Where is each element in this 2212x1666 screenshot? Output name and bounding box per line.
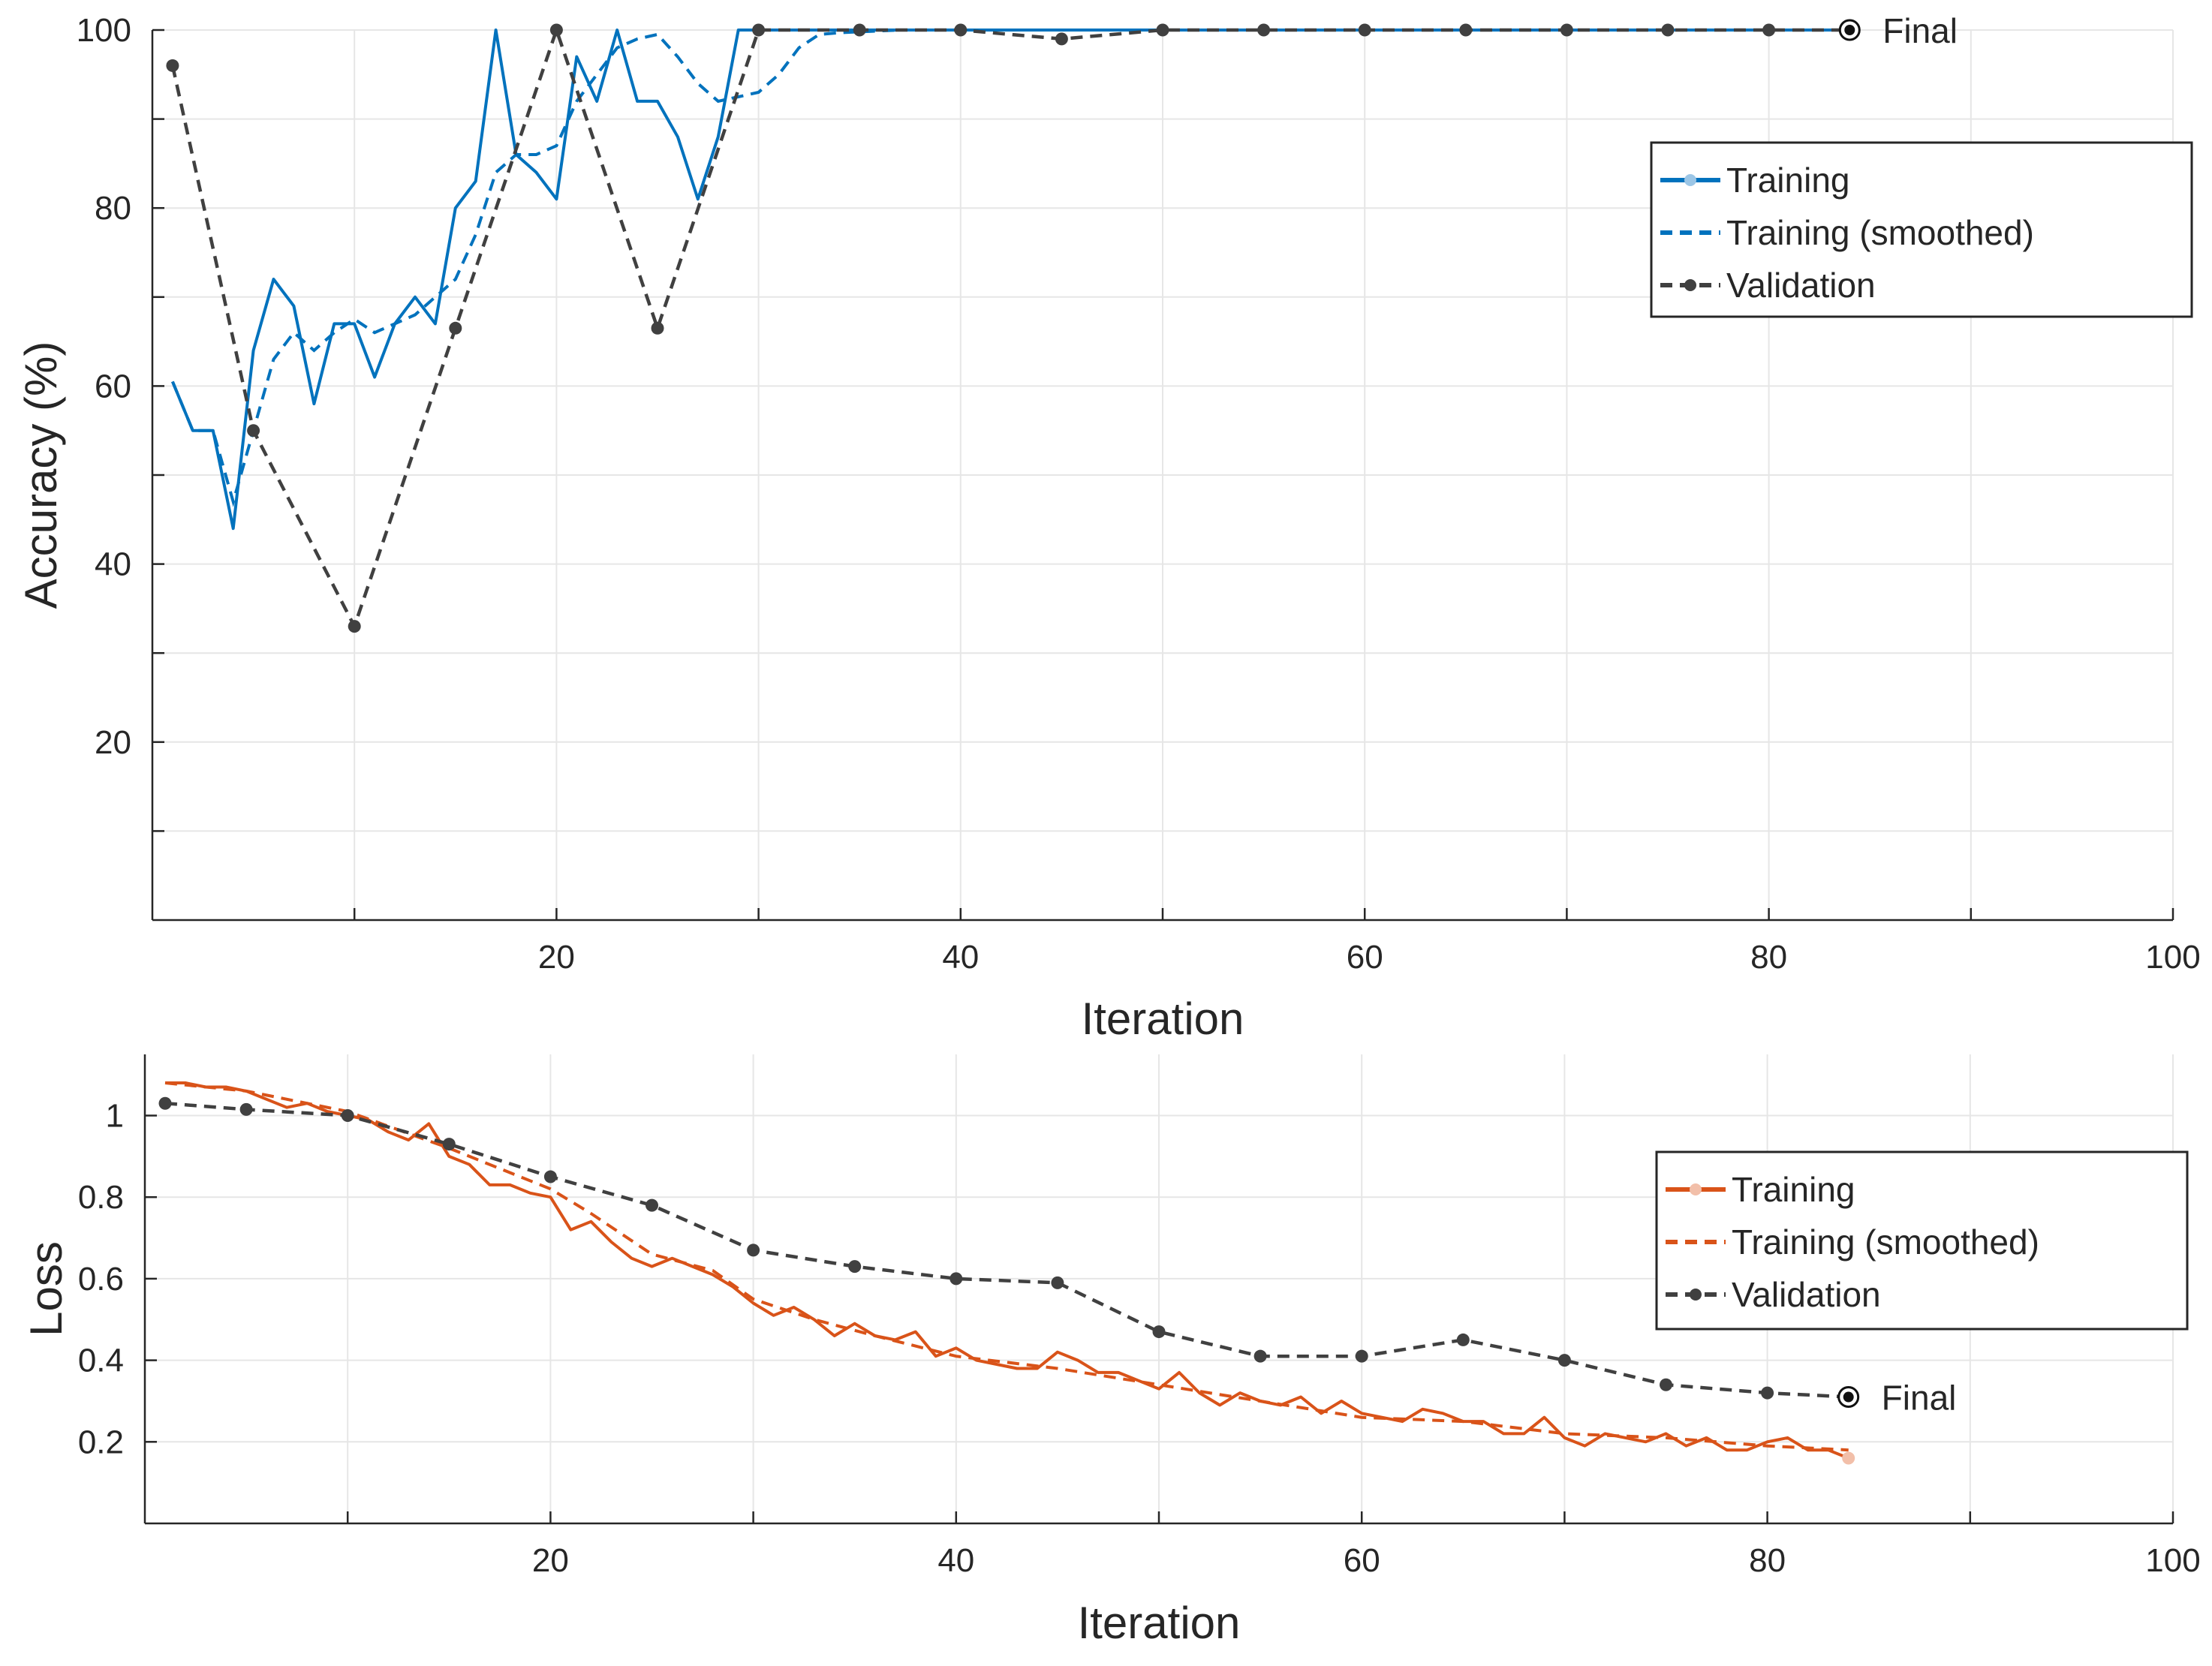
accuracy-y-tick-label: 60 xyxy=(95,368,131,404)
accuracy-validation-line xyxy=(170,24,1850,631)
loss-axes: 20 40 60 80 100 0.2 0.4 0.6 0.8 1 xyxy=(78,1054,2201,1579)
loss-validation-point xyxy=(1660,1378,1672,1391)
accuracy-x-tick-label: 60 xyxy=(1347,939,1383,976)
accuracy-validation-point xyxy=(348,620,361,633)
loss-legend-training-smoothed: Training (smoothed) xyxy=(1732,1222,2039,1262)
loss-y-tick-label: 0.6 xyxy=(78,1261,124,1298)
accuracy-validation-point xyxy=(1358,23,1371,37)
loss-legend-swatch-validation-marker xyxy=(1690,1289,1702,1301)
loss-validation-point xyxy=(442,1138,456,1151)
accuracy-legend-training: Training xyxy=(1726,161,1849,200)
accuracy-validation-point xyxy=(651,321,664,335)
loss-y-tick-label: 1 xyxy=(106,1098,124,1135)
loss-legend-validation: Validation xyxy=(1732,1275,1881,1314)
accuracy-validation-point xyxy=(549,23,563,37)
loss-validation-point xyxy=(1355,1349,1368,1363)
loss-legend-swatches xyxy=(1666,1183,1726,1301)
loss-final-label: Final xyxy=(1882,1379,1957,1418)
accuracy-validation-point xyxy=(449,321,462,335)
loss-y-tick-label: 0.2 xyxy=(78,1424,124,1460)
accuracy-y-axis-label: Accuracy (%) xyxy=(16,341,66,609)
loss-grid xyxy=(145,1054,2174,1523)
accuracy-validation-point xyxy=(853,23,866,37)
loss-training-line xyxy=(165,1081,1849,1460)
loss-y-axis-label: Loss xyxy=(21,1241,71,1337)
loss-legend: Training Training (smoothed) Validation xyxy=(1655,1150,2189,1331)
accuracy-validation-point xyxy=(954,23,968,37)
accuracy-x-tick-label: 40 xyxy=(942,939,979,976)
loss-validation-point xyxy=(239,1102,253,1116)
loss-validation-point xyxy=(747,1243,760,1257)
loss-validation-point xyxy=(341,1109,354,1123)
loss-validation-point xyxy=(646,1198,658,1212)
accuracy-x-axis-label: Iteration xyxy=(1082,994,1244,1044)
loss-x-axis-label: Iteration xyxy=(1078,1598,1241,1648)
accuracy-panel: 20 40 60 80 100 20 40 60 80 100 Accuracy (%) Iter… xyxy=(16,11,2201,1044)
loss-validation-point xyxy=(1051,1276,1064,1289)
loss-validation-line xyxy=(164,1101,1849,1399)
loss-validation-point xyxy=(848,1260,862,1274)
loss-x-tick-label: 60 xyxy=(1344,1542,1380,1579)
accuracy-validation-point xyxy=(166,59,179,72)
loss-training-end-point xyxy=(1842,1451,1855,1465)
accuracy-validation-point xyxy=(1257,23,1271,37)
accuracy-y-tick-label: 100 xyxy=(77,12,131,49)
accuracy-validation-point xyxy=(1661,23,1675,37)
loss-validation-point xyxy=(1253,1349,1267,1363)
accuracy-series xyxy=(166,23,1856,633)
loss-validation-point xyxy=(1557,1354,1571,1367)
accuracy-y-tick-label: 40 xyxy=(95,546,131,583)
loss-legend-box xyxy=(1655,1150,2189,1331)
accuracy-x-tick-label: 100 xyxy=(2145,939,2200,976)
accuracy-y-tick-label: 80 xyxy=(95,190,131,227)
loss-x-tick-label: 20 xyxy=(532,1542,569,1579)
accuracy-final-marker xyxy=(1838,19,1861,41)
loss-validation-point xyxy=(1761,1386,1774,1400)
loss-legend-swatch-training-marker xyxy=(1690,1183,1702,1195)
accuracy-validation-point xyxy=(1459,23,1473,37)
accuracy-validation-point xyxy=(247,424,260,438)
accuracy-x-tick-label: 20 xyxy=(538,939,575,976)
accuracy-legend-training-smoothed: Training (smoothed) xyxy=(1726,213,2034,252)
accuracy-validation-point xyxy=(1560,23,1573,37)
accuracy-final-dot xyxy=(1844,25,1855,35)
loss-series xyxy=(158,1081,1855,1465)
loss-y-tick-label: 0.4 xyxy=(78,1343,124,1379)
loss-validation-point xyxy=(543,1170,557,1183)
loss-legend-training: Training xyxy=(1732,1170,1855,1209)
loss-final-dot xyxy=(1843,1391,1854,1403)
loss-final-marker xyxy=(1837,1386,1860,1409)
accuracy-y-tick-label: 20 xyxy=(95,724,131,761)
loss-validation-point xyxy=(950,1272,963,1286)
accuracy-legend-swatch-training-marker xyxy=(1684,174,1696,186)
loss-validation-point xyxy=(1152,1325,1166,1339)
accuracy-axes: 20 40 60 80 100 20 40 60 80 100 xyxy=(77,12,2201,976)
accuracy-validation-point xyxy=(1762,23,1776,37)
loss-x-tick-label: 80 xyxy=(1749,1542,1786,1579)
accuracy-validation-point xyxy=(1156,23,1169,37)
accuracy-validation-point xyxy=(752,23,766,37)
accuracy-x-tick-label: 80 xyxy=(1750,939,1787,976)
loss-validation-point xyxy=(158,1096,172,1110)
accuracy-legend-validation: Validation xyxy=(1726,266,1876,305)
accuracy-legend: Training Training (smoothed) Validation xyxy=(1650,141,2193,318)
accuracy-final-label: Final xyxy=(1882,11,1958,50)
loss-validation-point xyxy=(1456,1333,1470,1346)
accuracy-validation-point xyxy=(1055,32,1068,46)
accuracy-legend-swatches xyxy=(1660,174,1720,291)
loss-x-tick-label: 100 xyxy=(2145,1542,2200,1579)
accuracy-legend-box xyxy=(1650,141,2193,318)
loss-y-tick-label: 0.8 xyxy=(78,1179,124,1216)
accuracy-legend-swatch-validation-marker xyxy=(1684,279,1696,291)
loss-x-tick-label: 40 xyxy=(937,1542,974,1579)
